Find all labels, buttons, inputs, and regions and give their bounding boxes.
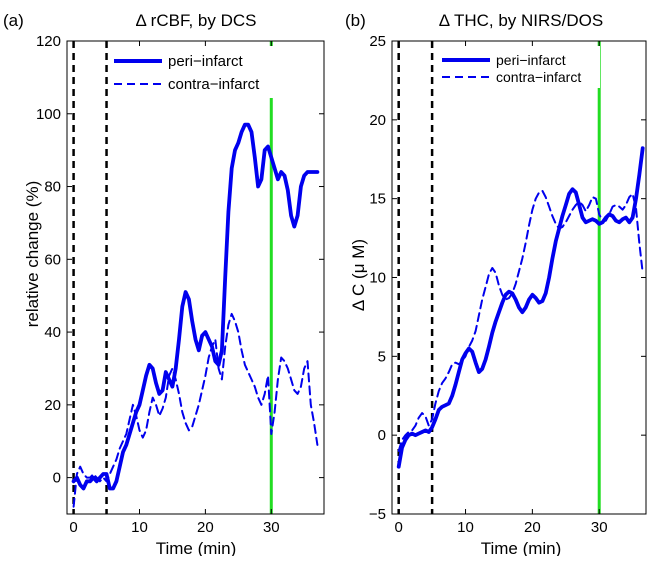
panel-b-label: (b) bbox=[345, 11, 366, 30]
panel-a-y-axis-label: relative change (%) bbox=[23, 181, 42, 327]
panel-b-x-tick-label: 20 bbox=[524, 519, 541, 536]
panel-a-y-tick-label: 20 bbox=[44, 397, 61, 414]
panel-b-series-contra-infarct bbox=[397, 189, 644, 452]
panel-b-legend: peri−infarct contra−infarct bbox=[440, 46, 600, 88]
panel-a-y-tick-label: 40 bbox=[44, 324, 61, 341]
panel-b-y-tick-label: 25 bbox=[369, 33, 386, 50]
panel-b-y-tick-label: 20 bbox=[369, 112, 386, 129]
panel-b-y-tick-label: −5 bbox=[369, 506, 386, 523]
panel-b-title: Δ THC, by NIRS/DOS bbox=[439, 11, 603, 30]
panel-b-y-tick-label: 0 bbox=[378, 427, 386, 444]
panel-b-y-tick-label: 15 bbox=[369, 191, 386, 208]
panel-b-x-tick-label: 30 bbox=[591, 519, 608, 536]
panel-a-axes-box bbox=[66, 40, 325, 515]
panel-a-y-tick-label: 60 bbox=[44, 251, 61, 268]
panel-a-x-tick-label: 20 bbox=[197, 519, 214, 536]
panel-a-x-axis-label: Time (min) bbox=[156, 539, 237, 556]
panel-a-series-peri-infarct bbox=[71, 122, 320, 491]
legend-label-peri-infarct: peri−infarct bbox=[496, 52, 566, 68]
panel-a-label: (a) bbox=[3, 11, 24, 30]
panel-a: (a) Δ rCBF, by DCS Time (min) relative c… bbox=[3, 11, 325, 558]
panel-b-plot-area: 0 10 20 30 −5 0 5 10 15 20 25 bbox=[369, 33, 647, 536]
panel-a-legend: peri−infarct contra−infarct bbox=[110, 46, 284, 98]
panel-b-x-tick-label: 10 bbox=[457, 519, 474, 536]
panel-b-y-tick-label: 5 bbox=[378, 348, 386, 365]
legend-label-contra-infarct: contra−infarct bbox=[168, 76, 260, 93]
panel-a-x-tick-label: 10 bbox=[131, 519, 148, 536]
panel-a-plot-area: 0 10 20 30 0 20 40 60 80 100 120 bbox=[36, 33, 325, 536]
panel-a-x-tick-label: 0 bbox=[69, 519, 77, 536]
panel-a-title: Δ rCBF, by DCS bbox=[136, 11, 257, 30]
panel-a-legend-box bbox=[110, 46, 284, 98]
panel-b-x-axis-label: Time (min) bbox=[481, 539, 562, 556]
panel-b-x-tick-label: 0 bbox=[395, 519, 403, 536]
panel-b-legend-box bbox=[440, 46, 600, 88]
panel-b-series-peri-infarct bbox=[396, 146, 645, 469]
panel-b: (b) Δ THC, by NIRS/DOS Time (min) Δ C (μ… bbox=[345, 11, 647, 558]
panel-b-y-tick-label: 10 bbox=[369, 270, 386, 287]
panel-a-y-tick-label: 0 bbox=[53, 470, 61, 487]
panel-a-x-tick-label: 30 bbox=[263, 519, 280, 536]
panel-a-y-tick-label: 120 bbox=[36, 33, 61, 50]
panel-a-y-tick-label: 100 bbox=[36, 106, 61, 123]
panel-b-y-axis-label: Δ C (μ M) bbox=[349, 239, 368, 311]
panel-a-y-tick-label: 80 bbox=[44, 179, 61, 196]
legend-label-peri-infarct: peri−infarct bbox=[168, 53, 243, 70]
legend-label-contra-infarct: contra−infarct bbox=[496, 69, 581, 85]
